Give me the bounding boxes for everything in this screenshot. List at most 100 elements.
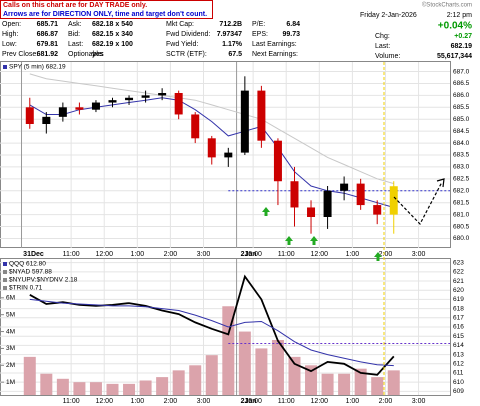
y2-tick-label: 3M [6, 345, 15, 352]
date: Friday 2-Jan-2026 [360, 12, 417, 19]
y-tick-label: 610 [453, 379, 464, 386]
x-tick-label: 12:00 [311, 398, 329, 405]
x-tick-label: 11:00 [278, 398, 295, 405]
quote-label: Mkt Cap: [166, 21, 194, 28]
candle-body [108, 100, 117, 103]
y-tick-label: 611 [453, 370, 464, 377]
x-tick-label: 3:00 [412, 251, 426, 258]
volume-bar [222, 306, 235, 395]
y-tick-label: 684.5 [453, 128, 470, 135]
candle-body [174, 93, 183, 115]
price-chart: 680.0 680.5 681.0 681.5 682.0 682.5 683.0 683.5… [0, 62, 470, 258]
quote-value: 712.2B [219, 21, 242, 28]
line-series [29, 97, 394, 208]
quote-label: EPS: [252, 31, 268, 38]
x-tick-label: 1:00 [131, 398, 145, 405]
y2-tick-label: 6M [6, 295, 15, 302]
candle-body [125, 97, 134, 101]
direction-arrows [262, 207, 382, 261]
y-tick-label: 684.0 [453, 140, 470, 147]
legend-entry: $TRIN 0.71 [9, 285, 43, 292]
y-tick-label: 619 [453, 296, 464, 303]
quote-label: Fwd Dividend: [166, 31, 210, 38]
quote-value: 1.17% [222, 41, 243, 48]
volume-bar [139, 380, 152, 395]
quote-value: 6.84 [286, 21, 300, 28]
legend-swatch [3, 270, 7, 274]
quote-label: Open: [2, 21, 21, 28]
x-tick-label: 3:00 [412, 398, 426, 405]
volume-bar [172, 370, 185, 395]
quote-label: P/E: [252, 21, 265, 28]
y-tick-label: 681.5 [453, 199, 470, 206]
legend-swatch [3, 65, 7, 69]
candle-body [224, 152, 233, 158]
y-tick-label: 618 [453, 305, 464, 312]
quote-value: yes [92, 51, 104, 58]
x-tick-label: 2:00 [164, 251, 178, 258]
quote-label: Last: [375, 43, 390, 50]
y-tick-label: 683.5 [453, 152, 470, 159]
up-arrow [262, 207, 270, 216]
legend-entry: SPY (5 min) 682.19 [9, 64, 66, 71]
y-tick-label: 622 [453, 269, 464, 276]
candle-body [240, 90, 249, 153]
y-tick-label: 617 [453, 315, 464, 322]
legend-entry: $NYUPV:$NYDNV 2.18 [9, 277, 78, 284]
quote-label: Ask: [68, 21, 82, 28]
quote-label: Last Earnings: [252, 41, 297, 48]
quote-value: 7.97347 [217, 31, 242, 38]
x-tick-label: 12:00 [311, 251, 329, 258]
quote-label: Next Earnings: [252, 51, 298, 58]
y-tick-label: 612 [453, 360, 464, 367]
x-tick-label: 2:00 [164, 398, 178, 405]
x-tick-label: 31Dec [23, 251, 44, 258]
quote-label: Fwd Yield: [166, 41, 198, 48]
projection [393, 181, 443, 226]
volume-bar [271, 339, 284, 395]
quote-value: 685.71 [37, 21, 59, 28]
y-tick-label: 614 [453, 342, 464, 349]
candle-body [25, 107, 34, 124]
quote-label: Low: [2, 41, 17, 48]
quote-value: 679.81 [37, 41, 59, 48]
credit: ©StockCharts.com [422, 2, 472, 9]
candle-body [356, 183, 365, 206]
up-arrow [374, 252, 382, 261]
x-tick-label: 2Jan [241, 398, 257, 405]
volume-bar [238, 331, 251, 395]
y-tick-label: 623 [453, 259, 464, 266]
y2-tick-label: 5M [6, 311, 15, 318]
line-series [29, 298, 394, 367]
y-tick-label: 686.5 [453, 80, 470, 87]
volume-bar [73, 382, 86, 395]
y-tick-label: 682.5 [453, 176, 470, 183]
y-tick-label: 685.0 [453, 116, 470, 123]
x-tick-label: 11:00 [63, 251, 80, 258]
y-tick-label: 687.0 [453, 68, 470, 75]
y-tick-label: 615 [453, 333, 464, 340]
legend-swatch [3, 286, 7, 290]
quote-value: 682.19 x 100 [92, 41, 133, 48]
quote-label: Optionable: [68, 51, 104, 58]
y-tick-label: 680.5 [453, 223, 470, 230]
quote-label: Volume: [375, 53, 400, 60]
y-tick-label: 682.0 [453, 187, 470, 194]
x-tick-label: 10:00 [244, 398, 262, 405]
quote-value: 67.5 [228, 51, 242, 58]
legend-swatch [3, 278, 7, 282]
x-tick-label: 1:00 [346, 251, 360, 258]
note: Calls on this chart are for DAY TRADE on… [3, 2, 147, 9]
x-tick-label: 2:00 [379, 398, 393, 405]
candle-body [158, 93, 167, 96]
quote-label: Prev Close: [2, 51, 38, 58]
x-tick-label: 1:00 [131, 251, 145, 258]
volume-bar [123, 383, 136, 395]
quote-table: Open: 685.71 Ask: 682.18 x 540 Mkt Cap: 712.2… [2, 21, 472, 60]
y-tick-label: 683.0 [453, 164, 470, 171]
candle-body [58, 107, 67, 117]
quote-value: +0.27 [454, 33, 472, 40]
note: Arrows are for DIRECTION ONLY, time and … [3, 11, 207, 18]
volume-bar [288, 356, 301, 395]
x-tick-label: 12:00 [95, 251, 113, 258]
